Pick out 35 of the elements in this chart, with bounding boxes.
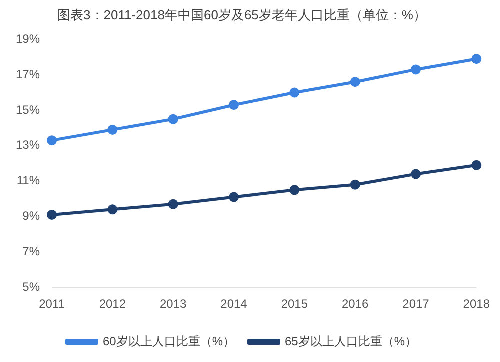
legend-label: 60岁以上人口比重（%） xyxy=(102,334,236,348)
point xyxy=(290,185,300,196)
x-tick-label: 2016 xyxy=(342,297,369,312)
point xyxy=(229,192,240,202)
x-tick-label: 2011 xyxy=(39,297,66,312)
x-tick-label: 2015 xyxy=(281,297,308,312)
y-tick-label: 9% xyxy=(22,209,40,224)
point xyxy=(108,204,118,215)
x-tick-label: 2017 xyxy=(402,297,430,312)
y-tick-label: 7% xyxy=(22,244,40,258)
point xyxy=(410,169,421,180)
y-tick-label: 19% xyxy=(16,32,40,46)
chart-title: 图表3：2011-2018年中国60岁及65岁老年人口比重（单位：%） xyxy=(58,7,426,22)
point xyxy=(410,64,421,75)
point xyxy=(350,180,360,190)
x-tick-label: 2014 xyxy=(220,297,248,312)
point xyxy=(108,124,118,135)
x-tick-label: 2018 xyxy=(463,297,490,312)
x-tick-label: 2013 xyxy=(160,297,188,312)
point xyxy=(229,100,240,110)
y-tick-label: 17% xyxy=(16,67,40,82)
y-tick-label: 15% xyxy=(16,102,40,117)
point xyxy=(472,54,482,64)
point xyxy=(168,114,178,124)
x-tick-label: 2012 xyxy=(99,297,126,312)
y-tick-label: 11% xyxy=(16,174,40,188)
point xyxy=(168,199,178,210)
legend-label: 65岁以上人口比重（%） xyxy=(285,334,418,348)
point xyxy=(472,160,482,170)
point xyxy=(47,210,58,220)
point xyxy=(290,88,300,98)
point xyxy=(47,136,58,146)
y-tick-label: 5% xyxy=(22,280,40,294)
point xyxy=(350,77,360,88)
y-tick-label: 13% xyxy=(16,138,40,152)
